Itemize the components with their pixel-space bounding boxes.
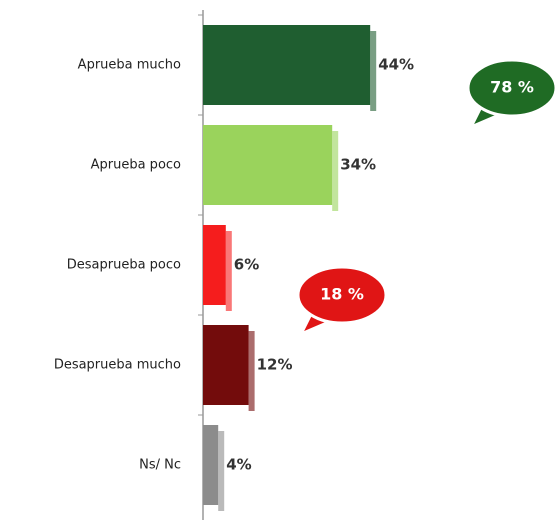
callout-text: 78 % (490, 78, 534, 97)
callout: 18 % (296, 265, 388, 335)
value-label: 44% (378, 56, 414, 74)
value-label: 4% (226, 456, 251, 474)
value-label: 34% (340, 156, 376, 174)
bar (203, 325, 249, 405)
bar-side (248, 331, 255, 411)
value-label: 6% (234, 256, 259, 274)
callout-bubble (466, 58, 558, 118)
bar (203, 125, 333, 205)
bar-side (370, 31, 377, 111)
bar (203, 25, 371, 105)
category-label: Desaprueba mucho (54, 358, 181, 373)
bar-side (218, 431, 225, 511)
category-label: Desaprueba poco (67, 258, 181, 273)
bar-side (225, 231, 232, 311)
bar-side (332, 131, 339, 211)
bar (203, 425, 219, 505)
value-label: 12% (257, 356, 293, 374)
category-label: Aprueba mucho (78, 58, 181, 73)
callout-bubble (296, 265, 388, 325)
callout-text: 18 % (320, 285, 364, 304)
callout: 78 % (466, 58, 558, 128)
category-label: Aprueba poco (91, 158, 181, 173)
bar (203, 225, 226, 305)
category-label: Ns/ Nc (139, 458, 181, 473)
